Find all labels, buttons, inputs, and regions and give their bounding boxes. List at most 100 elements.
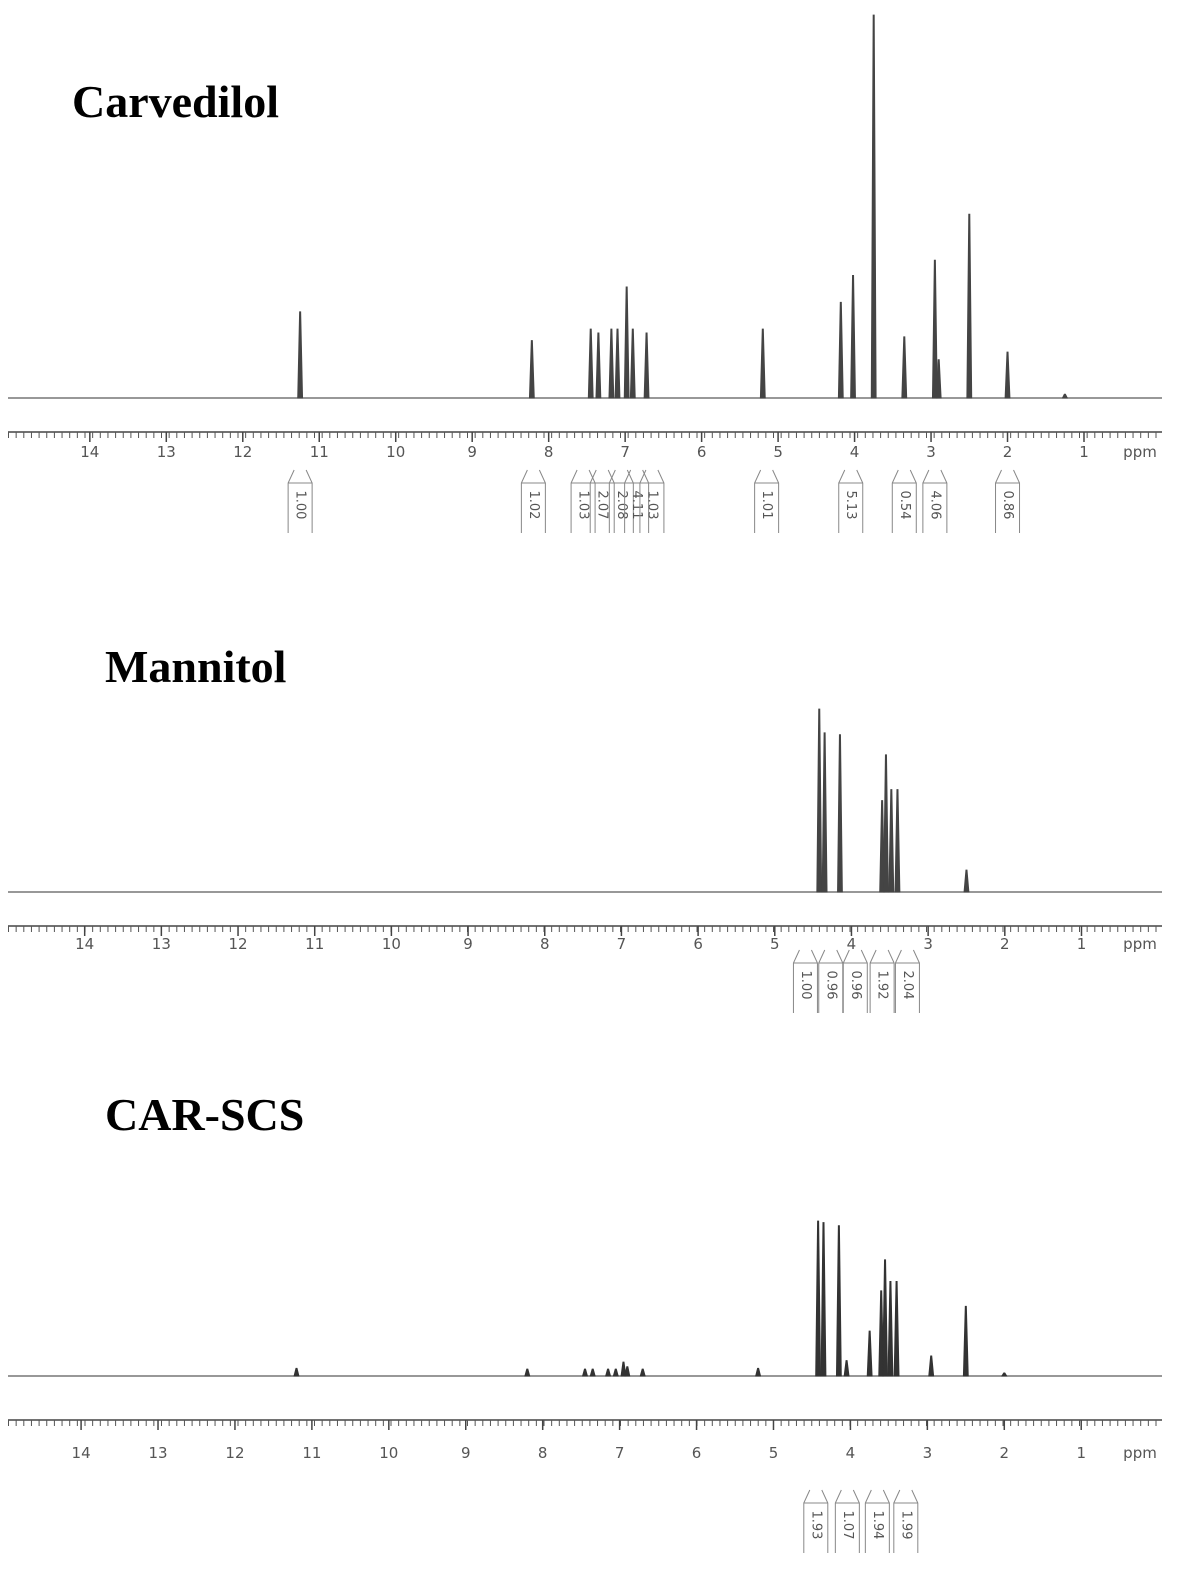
integral: 1.00 — [792, 949, 818, 1013]
x-tick-label: 1 — [1076, 1444, 1086, 1462]
peak — [293, 1367, 300, 1377]
integral: 1.03 — [639, 469, 665, 533]
integral: 1.94 — [864, 1489, 890, 1553]
integral-label: 1.93 — [808, 1511, 823, 1540]
peak — [605, 1368, 612, 1377]
peak — [820, 1222, 827, 1377]
integral: 1.01 — [754, 469, 780, 533]
peak — [879, 800, 886, 893]
peak — [1061, 393, 1069, 399]
integral-label: 0.54 — [897, 491, 912, 520]
integral-label: 1.99 — [898, 1511, 913, 1540]
peak — [639, 1368, 646, 1377]
x-tick-label: 9 — [463, 935, 473, 953]
peak — [587, 328, 594, 399]
integral: 5.13 — [838, 469, 864, 533]
peak — [608, 328, 615, 399]
peak — [614, 328, 621, 399]
chart-title: Carvedilol — [72, 76, 279, 127]
peak — [581, 1368, 589, 1377]
integral-label: 1.92 — [875, 971, 890, 1000]
integral: 1.92 — [869, 949, 895, 1013]
peak — [894, 789, 901, 893]
chart-title: CAR-SCS — [105, 1089, 304, 1140]
x-tick-label: 4 — [850, 443, 860, 461]
x-tick-label: 2 — [1003, 443, 1013, 461]
peak — [815, 1220, 822, 1377]
peak — [966, 213, 973, 399]
peak — [935, 359, 942, 399]
peak — [589, 1368, 596, 1377]
peak — [928, 1355, 935, 1377]
integral: 1.02 — [520, 469, 546, 533]
peak — [524, 1368, 531, 1377]
x-tick-label: 7 — [615, 1444, 625, 1462]
x-tick-label: 6 — [692, 1444, 702, 1462]
integral-label: 2.04 — [900, 971, 915, 1000]
peak — [882, 1259, 888, 1377]
x-tick-label: 13 — [148, 1444, 167, 1462]
peak — [931, 259, 938, 399]
x-tick-label: 10 — [382, 935, 401, 953]
x-tick-label: 11 — [310, 443, 329, 461]
x-tick-label: 12 — [233, 443, 252, 461]
peak — [816, 708, 823, 893]
peak — [837, 734, 843, 893]
peak — [629, 328, 636, 399]
x-tick-label: 5 — [773, 443, 783, 461]
peak — [821, 732, 828, 893]
integral-bracket — [922, 469, 948, 533]
x-tick-label: 12 — [228, 935, 247, 953]
integral-bracket — [893, 1489, 919, 1553]
peak — [1004, 351, 1011, 399]
peak — [612, 1368, 619, 1377]
peak — [837, 301, 844, 399]
integral-bracket — [818, 949, 844, 1013]
peak — [893, 1281, 900, 1377]
x-tick-label: 10 — [379, 1444, 398, 1462]
x-axis-label: ppm — [1123, 443, 1157, 461]
peak — [883, 754, 889, 893]
peak — [643, 332, 650, 399]
peak — [888, 789, 895, 893]
peak — [297, 311, 304, 399]
integral-label: 1.07 — [840, 1511, 855, 1540]
x-tick-label: 9 — [461, 1444, 471, 1462]
integral-bracket — [792, 949, 818, 1013]
integral: 1.07 — [834, 1489, 860, 1553]
integral-bracket — [287, 469, 313, 533]
integral: 0.54 — [891, 469, 917, 533]
integral-bracket — [864, 1489, 890, 1553]
integral-bracket — [754, 469, 780, 533]
integral: 1.00 — [287, 469, 313, 533]
peak — [866, 1330, 873, 1377]
x-tick-label: 9 — [467, 443, 477, 461]
x-tick-label: 5 — [770, 935, 780, 953]
x-tick-label: 11 — [302, 1444, 321, 1462]
integral-label: 1.01 — [759, 491, 774, 520]
integral-bracket — [834, 1489, 860, 1553]
x-tick-label: 13 — [152, 935, 171, 953]
integral: 0.96 — [842, 949, 868, 1013]
x-tick-label: 10 — [386, 443, 405, 461]
integral-label: 2.08 — [614, 491, 629, 520]
x-tick-label: 14 — [75, 935, 94, 953]
peak — [595, 332, 602, 399]
x-tick-label: 5 — [769, 1444, 779, 1462]
peak — [755, 1367, 762, 1377]
peak — [878, 1290, 885, 1377]
integral-bracket — [842, 949, 868, 1013]
integral-bracket — [894, 949, 920, 1013]
peak — [850, 275, 856, 399]
x-tick-label: 14 — [80, 443, 99, 461]
x-tick-label: 3 — [923, 935, 933, 953]
integral-label: 1.94 — [870, 1511, 885, 1540]
integral: 1.93 — [803, 1489, 829, 1553]
integral: 4.06 — [922, 469, 948, 533]
x-tick-label: 1 — [1079, 443, 1089, 461]
x-tick-label: 7 — [620, 443, 630, 461]
peak — [962, 1305, 969, 1377]
peak — [620, 1361, 627, 1377]
x-tick-label: 4 — [846, 1444, 856, 1462]
peak — [963, 869, 970, 893]
